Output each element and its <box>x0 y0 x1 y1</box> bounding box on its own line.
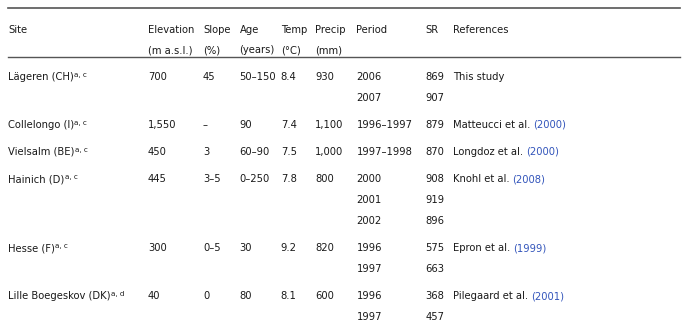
Text: Collelongo (I): Collelongo (I) <box>8 120 74 130</box>
Text: 300: 300 <box>148 243 166 253</box>
Text: 870: 870 <box>425 147 444 157</box>
Text: 3: 3 <box>203 147 209 157</box>
Text: Pilegaard et al.: Pilegaard et al. <box>453 291 531 301</box>
Text: 7.4: 7.4 <box>281 120 297 130</box>
Text: 896: 896 <box>425 216 444 226</box>
Text: 2000: 2000 <box>356 174 382 184</box>
Text: a, c: a, c <box>65 174 77 180</box>
Text: 1996: 1996 <box>356 291 382 301</box>
Text: 7.5: 7.5 <box>281 147 297 157</box>
Text: a, c: a, c <box>74 147 87 153</box>
Text: Slope: Slope <box>203 25 230 35</box>
Text: 600: 600 <box>315 291 334 301</box>
Text: a, c: a, c <box>55 243 68 249</box>
Text: 368: 368 <box>425 291 444 301</box>
Text: 800: 800 <box>315 174 334 184</box>
Text: 2007: 2007 <box>356 93 382 103</box>
Text: 30: 30 <box>239 243 252 253</box>
Text: (2008): (2008) <box>513 174 546 184</box>
Text: 930: 930 <box>315 72 334 82</box>
Text: 820: 820 <box>315 243 334 253</box>
Text: Period: Period <box>356 25 387 35</box>
Text: 445: 445 <box>148 174 166 184</box>
Text: 1,100: 1,100 <box>315 120 343 130</box>
Text: 45: 45 <box>203 72 215 82</box>
Text: 1996–1997: 1996–1997 <box>356 120 412 130</box>
Text: References: References <box>453 25 508 35</box>
Text: 2001: 2001 <box>356 195 382 205</box>
Text: Longdoz et al.: Longdoz et al. <box>453 147 526 157</box>
Text: Elevation: Elevation <box>148 25 194 35</box>
Text: 80: 80 <box>239 291 252 301</box>
Text: (2000): (2000) <box>526 147 559 157</box>
Text: 90: 90 <box>239 120 252 130</box>
Text: 3–5: 3–5 <box>203 174 221 184</box>
Text: (%): (%) <box>203 45 220 55</box>
Text: Hesse (F): Hesse (F) <box>8 243 55 253</box>
Text: 8.1: 8.1 <box>281 291 297 301</box>
Text: 869: 869 <box>425 72 444 82</box>
Text: Precip: Precip <box>315 25 345 35</box>
Text: 1997–1998: 1997–1998 <box>356 147 412 157</box>
Text: 1996: 1996 <box>356 243 382 253</box>
Text: 8.4: 8.4 <box>281 72 297 82</box>
Text: 1997: 1997 <box>356 264 382 274</box>
Text: Temp: Temp <box>281 25 307 35</box>
Text: 1,550: 1,550 <box>148 120 176 130</box>
Text: Vielsalm (BE): Vielsalm (BE) <box>8 147 74 157</box>
Text: a, c: a, c <box>74 120 87 126</box>
Text: This study: This study <box>453 72 504 82</box>
Text: a, d: a, d <box>111 291 125 297</box>
Text: Matteucci et al.: Matteucci et al. <box>453 120 533 130</box>
Text: 457: 457 <box>425 312 444 322</box>
Text: Knohl et al.: Knohl et al. <box>453 174 513 184</box>
Text: 575: 575 <box>425 243 444 253</box>
Text: (mm): (mm) <box>315 45 342 55</box>
Text: (1999): (1999) <box>513 243 546 253</box>
Text: (m a.s.l.): (m a.s.l.) <box>148 45 193 55</box>
Text: 40: 40 <box>148 291 160 301</box>
Text: 879: 879 <box>425 120 444 130</box>
Text: 1997: 1997 <box>356 312 382 322</box>
Text: 0–5: 0–5 <box>203 243 221 253</box>
Text: a, c: a, c <box>74 72 87 78</box>
Text: –: – <box>203 120 208 130</box>
Text: 50–150: 50–150 <box>239 72 276 82</box>
Text: SR: SR <box>425 25 438 35</box>
Text: 2006: 2006 <box>356 72 382 82</box>
Text: 7.8: 7.8 <box>281 174 297 184</box>
Text: Lägeren (CH): Lägeren (CH) <box>8 72 74 82</box>
Text: 919: 919 <box>425 195 444 205</box>
Text: 9.2: 9.2 <box>281 243 297 253</box>
Text: 908: 908 <box>425 174 444 184</box>
Text: (2001): (2001) <box>531 291 564 301</box>
Text: (years): (years) <box>239 45 275 55</box>
Text: 1,000: 1,000 <box>315 147 343 157</box>
Text: 700: 700 <box>148 72 166 82</box>
Text: 0: 0 <box>203 291 209 301</box>
Text: Lille Boegeskov (DK): Lille Boegeskov (DK) <box>8 291 111 301</box>
Text: (°C): (°C) <box>281 45 301 55</box>
Text: 60–90: 60–90 <box>239 147 270 157</box>
Text: (2000): (2000) <box>533 120 566 130</box>
Text: 907: 907 <box>425 93 444 103</box>
Text: Site: Site <box>8 25 28 35</box>
Text: 0–250: 0–250 <box>239 174 270 184</box>
Text: 663: 663 <box>425 264 444 274</box>
Text: Age: Age <box>239 25 259 35</box>
Text: 450: 450 <box>148 147 166 157</box>
Text: 2002: 2002 <box>356 216 382 226</box>
Text: Hainich (D): Hainich (D) <box>8 174 65 184</box>
Text: Epron et al.: Epron et al. <box>453 243 513 253</box>
